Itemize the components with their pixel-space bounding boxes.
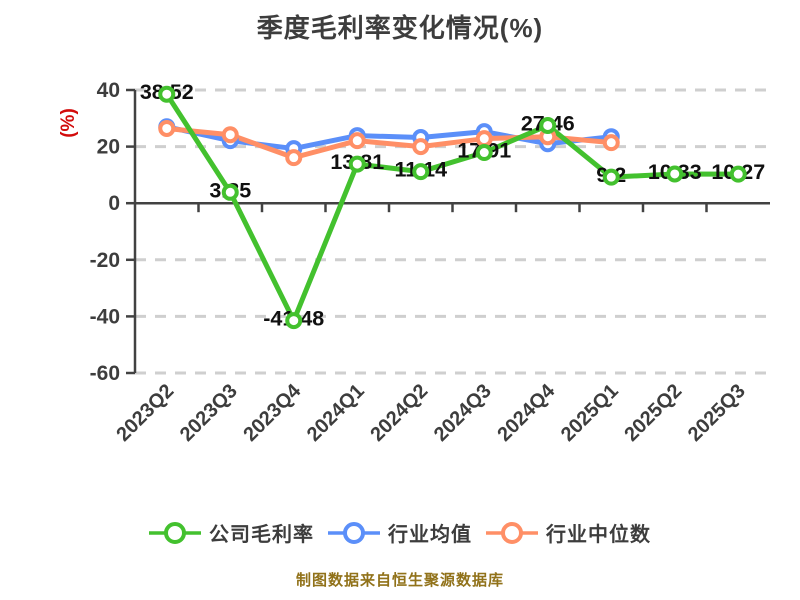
y-axis-tick-label: 20 [97, 136, 120, 159]
y-axis-tick-label: 40 [97, 79, 120, 102]
legend-label: 行业均值 [388, 524, 472, 546]
data-point [348, 155, 366, 173]
chart-canvas: 40200-20-40-602023Q22023Q32023Q42024Q120… [90, 79, 770, 446]
data-point [539, 116, 557, 134]
data-point [729, 165, 747, 183]
series-line [164, 124, 614, 152]
series-line [164, 91, 741, 324]
x-axis-category-label: 2024Q4 [493, 379, 560, 446]
legend-marker-icon [149, 521, 201, 544]
legend-item-0[interactable]: 公司毛利率 [149, 518, 314, 547]
x-axis-category-label: 2023Q2 [112, 380, 178, 446]
x-axis-category-label: 2023Q4 [239, 379, 306, 446]
data-point [221, 126, 239, 144]
data-point [412, 138, 430, 156]
legend-marker-icon [328, 521, 380, 544]
chart-legend: 公司毛利率 行业均值 行业中位数 [0, 518, 800, 547]
legend-item-1[interactable]: 行业均值 [328, 518, 472, 547]
chart-title: 季度毛利率变化情况(%) [256, 13, 544, 43]
x-axis-category-label: 2024Q3 [430, 380, 496, 446]
data-point [348, 132, 366, 150]
data-point [221, 183, 239, 201]
legend-item-2[interactable]: 行业中位数 [486, 518, 651, 547]
x-axis-category-label: 2025Q3 [684, 380, 750, 446]
data-point [158, 85, 176, 103]
data-point [602, 168, 620, 186]
legend-marker-icon [486, 521, 538, 544]
x-axis-category-label: 2024Q1 [303, 380, 369, 446]
series-line [164, 125, 614, 161]
legend-label: 行业中位数 [546, 524, 651, 546]
data-point [158, 119, 176, 137]
data-point [412, 163, 430, 181]
data-source-note: 制图数据来自恒生聚源数据库 [295, 572, 504, 589]
x-axis-category-label: 2025Q1 [557, 380, 623, 446]
x-axis-category-label: 2025Q2 [620, 380, 686, 446]
y-axis-tick-label: -60 [90, 362, 120, 385]
data-point [475, 130, 493, 148]
y-axis-tick-label: 0 [108, 192, 120, 215]
legend-label: 公司毛利率 [209, 524, 314, 546]
y-axis-tick-label: -20 [90, 249, 120, 272]
data-point [475, 144, 493, 162]
data-point [602, 134, 620, 152]
x-axis-category-label: 2024Q2 [366, 380, 432, 446]
y-axis-tick-label: -40 [90, 305, 120, 328]
x-axis-category-label: 2023Q3 [176, 380, 242, 446]
data-point [285, 312, 303, 330]
data-point [285, 149, 303, 167]
data-point [666, 165, 684, 183]
